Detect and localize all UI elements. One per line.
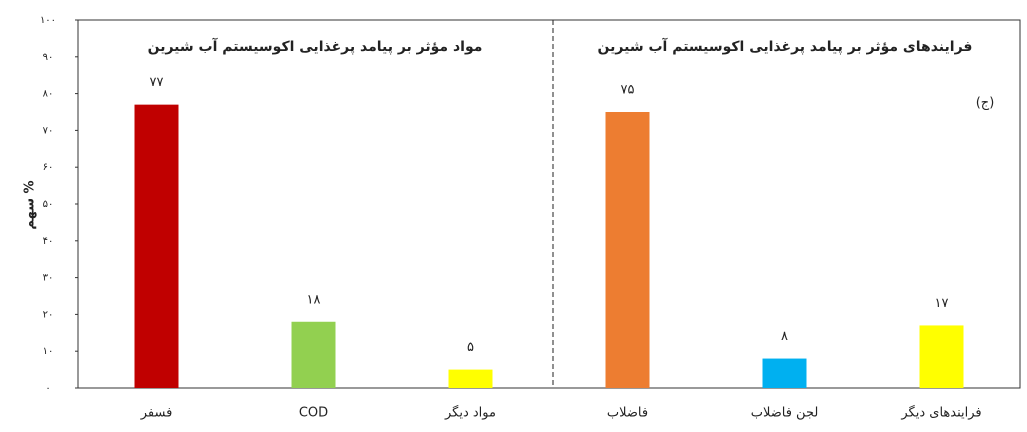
x-tick-label: فرایندهای دیگر: [900, 405, 981, 421]
y-tick-label: ۲۰: [43, 309, 54, 320]
bar: [291, 321, 336, 388]
x-tick-label: فاضلاب: [607, 406, 648, 421]
x-tick-label: لجن فاضلاب: [751, 406, 819, 421]
data-label: ۷۷: [150, 75, 164, 90]
data-label: ۸: [781, 329, 788, 344]
y-tick-label: ۱۰۰: [40, 15, 56, 26]
panel-title: مواد مؤثر بر پیامد پرغذایی اکوسیستم آب ش…: [148, 37, 483, 55]
bar: [605, 112, 650, 388]
x-tick-label: COD: [299, 406, 328, 421]
bar: [448, 369, 493, 388]
data-label: ۱۸: [307, 292, 321, 307]
y-tick-label: ۸۰: [43, 89, 54, 100]
y-tick-label: ۹۰: [43, 52, 54, 63]
y-tick-label: ۴۰: [43, 236, 54, 247]
x-tick-label: فسفر: [140, 406, 173, 421]
y-tick-label: ۳۰: [43, 273, 54, 284]
x-tick-label: مواد دیگر: [444, 405, 496, 421]
data-label: ۷۵: [621, 83, 635, 98]
y-tick-label: ۱۰: [43, 346, 54, 357]
data-label: ۵: [467, 340, 474, 355]
y-tick-label: ۶۰: [43, 162, 54, 173]
panel-title: فرایندهای مؤثر بر پیامد پرغذایی اکوسیستم…: [598, 37, 973, 55]
bar: [919, 325, 964, 388]
bar: [762, 358, 807, 388]
y-tick-label: ۵۰: [43, 199, 54, 210]
y-axis-label: سهم %: [23, 180, 38, 229]
y-tick-label: ۷۰: [43, 125, 54, 136]
bar: [134, 104, 179, 388]
y-tick-label: ۰: [45, 383, 50, 394]
plot-frame: [77, 19, 1021, 389]
annotation: (ج): [976, 96, 995, 111]
data-label: ۱۷: [935, 296, 949, 311]
